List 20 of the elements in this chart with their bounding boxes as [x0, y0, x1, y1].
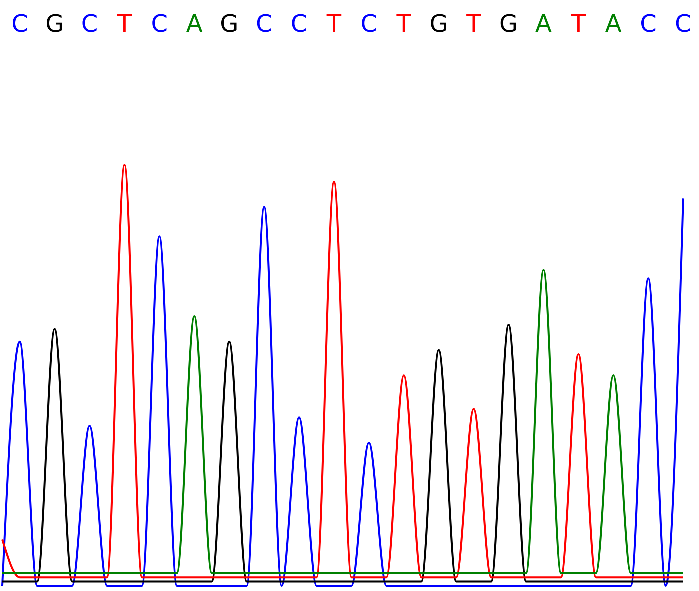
- text: T: [396, 10, 412, 38]
- text: C: [81, 10, 98, 38]
- text: C: [360, 10, 378, 38]
- text: C: [12, 10, 28, 38]
- text: C: [256, 10, 273, 38]
- text: A: [186, 10, 204, 38]
- text: C: [640, 10, 657, 38]
- text: G: [220, 10, 239, 38]
- text: G: [46, 10, 64, 38]
- text: G: [500, 10, 518, 38]
- text: T: [116, 10, 132, 38]
- text: A: [536, 10, 553, 38]
- text: T: [466, 10, 482, 38]
- text: C: [151, 10, 168, 38]
- text: C: [675, 10, 692, 38]
- text: G: [430, 10, 448, 38]
- text: T: [570, 10, 586, 38]
- text: A: [605, 10, 622, 38]
- text: T: [326, 10, 342, 38]
- text: C: [290, 10, 308, 38]
